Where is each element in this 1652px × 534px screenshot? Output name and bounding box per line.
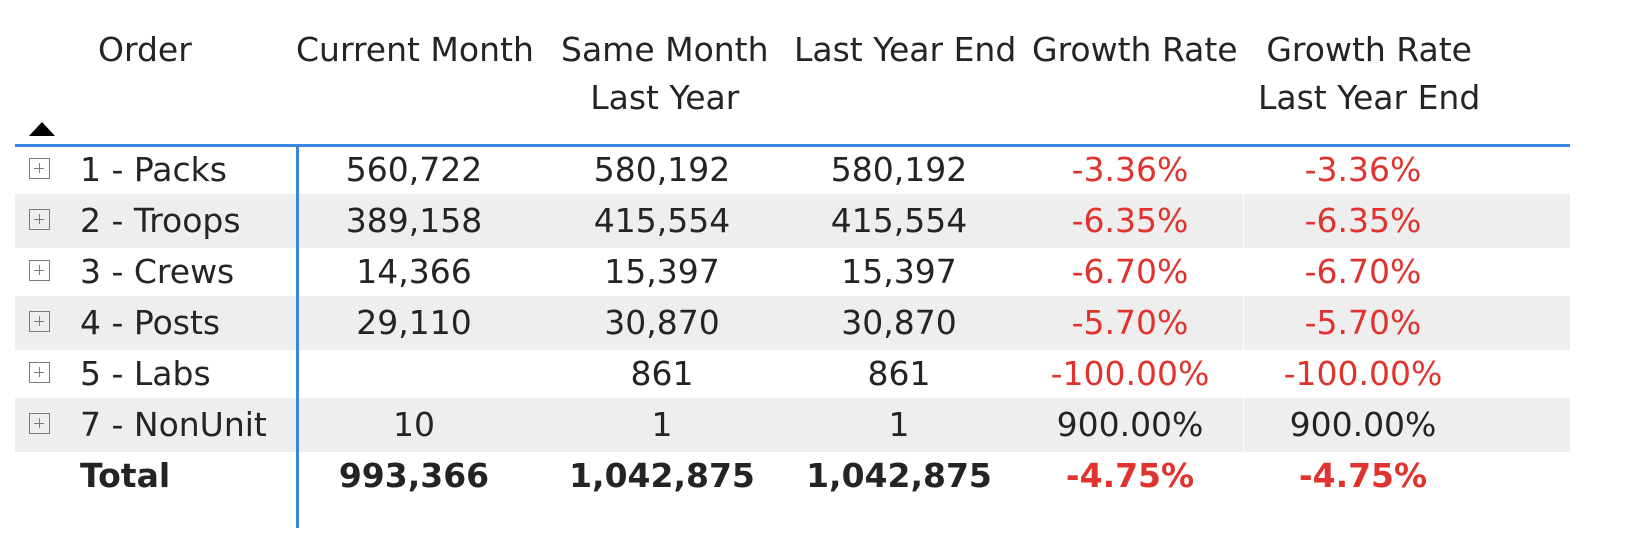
header-growth-rate[interactable]: Growth Rate [1032,26,1238,74]
row-header-divider [296,146,299,528]
cell-last-year-end: 415,554 [830,201,968,240]
cell-last-year-end: 15,397 [841,252,957,291]
header-current-month-label: Current Month [296,30,534,69]
cell-last-year-end: 30,870 [841,303,957,342]
header-growth-rate-lye-line1: Growth Rate [1266,30,1472,69]
total-growth-rate: -4.75% [1065,456,1195,495]
cell-growth-rate: -6.70% [1071,252,1189,291]
header-growth-rate-lye-line2: Last Year End [1258,78,1481,117]
expand-plus-icon[interactable] [29,413,50,434]
expand-plus-icon[interactable] [29,209,50,230]
row-label: 1 - Packs [80,150,227,189]
header-growth-rate-last-year-end[interactable]: Growth Rate Last Year End [1258,26,1480,122]
cell-growth-rate: -100.00% [1050,354,1210,393]
total-current-month: 993,366 [338,456,490,495]
table-row: 1 - Packs 560,722 580,192 580,192 -3.36%… [15,143,1570,197]
header-growth-rate-label: Growth Rate [1032,30,1238,69]
expand-plus-icon[interactable] [29,158,50,179]
sort-ascending-icon[interactable] [29,122,55,136]
row-label: 2 - Troops [80,201,241,240]
expand-plus-icon[interactable] [29,362,50,383]
cell-current-month: 14,366 [356,252,472,291]
cell-growth-rate-last-year-end: 900.00% [1289,405,1437,444]
expand-plus-icon[interactable] [29,260,50,281]
total-row: Total 993,366 1,042,875 1,042,875 -4.75%… [15,449,1570,503]
table-row: 3 - Crews 14,366 15,397 15,397 -6.70% -6… [15,245,1570,299]
header-order[interactable]: Order [98,26,192,74]
header-last-year-end-label: Last Year End [794,30,1017,69]
header-same-month-last-year-line2: Last Year [590,78,740,117]
table-row: 4 - Posts 29,110 30,870 30,870 -5.70% -5… [15,296,1570,350]
cell-last-year-end: 1 [888,405,910,444]
row-label: 5 - Labs [80,354,211,393]
cell-growth-rate-last-year-end: -6.70% [1304,252,1422,291]
cell-growth-rate-last-year-end: -100.00% [1283,354,1443,393]
column-separator [1243,296,1244,350]
expand-plus-icon[interactable] [29,311,50,332]
row-label: 7 - NonUnit [80,405,267,444]
cell-growth-rate-last-year-end: -5.70% [1304,303,1422,342]
row-label: 3 - Crews [80,252,235,291]
total-last-year-end: 1,042,875 [806,456,992,495]
table-row: 5 - Labs 861 861 -100.00% -100.00% [15,347,1570,401]
table-row: 7 - NonUnit 10 1 1 900.00% 900.00% [15,398,1570,452]
header-same-month-last-year[interactable]: Same Month Last Year [561,26,769,122]
column-separator [1243,398,1244,452]
header-row: Order Current Month Same Month Last Year… [15,0,1570,147]
cell-current-month: 29,110 [356,303,472,342]
table-row: 2 - Troops 389,158 415,554 415,554 -6.35… [15,194,1570,248]
cell-growth-rate: -3.36% [1071,150,1189,189]
cell-growth-rate: 900.00% [1056,405,1204,444]
cell-growth-rate: -6.35% [1071,201,1189,240]
cell-same-month-last-year: 15,397 [604,252,720,291]
total-label: Total [80,456,171,495]
total-same-month-last-year: 1,042,875 [569,456,755,495]
cell-last-year-end: 861 [867,354,931,393]
row-label: 4 - Posts [80,303,221,342]
header-order-label: Order [98,30,192,69]
cell-same-month-last-year: 1 [651,405,673,444]
column-separator [1243,194,1244,248]
cell-growth-rate: -5.70% [1071,303,1189,342]
total-growth-rate-last-year-end: -4.75% [1298,456,1428,495]
cell-same-month-last-year: 861 [630,354,694,393]
cell-same-month-last-year: 580,192 [593,150,731,189]
cell-last-year-end: 580,192 [830,150,968,189]
cell-current-month: 560,722 [345,150,483,189]
header-divider [15,144,1570,147]
cell-current-month: 10 [393,405,435,444]
header-current-month[interactable]: Current Month [296,26,534,74]
header-last-year-end[interactable]: Last Year End [794,26,1016,74]
cell-growth-rate-last-year-end: -6.35% [1304,201,1422,240]
matrix-table: Order Current Month Same Month Last Year… [15,0,1570,534]
header-same-month-last-year-line1: Same Month [561,30,769,69]
cell-growth-rate-last-year-end: -3.36% [1304,150,1422,189]
cell-same-month-last-year: 30,870 [604,303,720,342]
cell-same-month-last-year: 415,554 [593,201,731,240]
cell-current-month: 389,158 [345,201,483,240]
